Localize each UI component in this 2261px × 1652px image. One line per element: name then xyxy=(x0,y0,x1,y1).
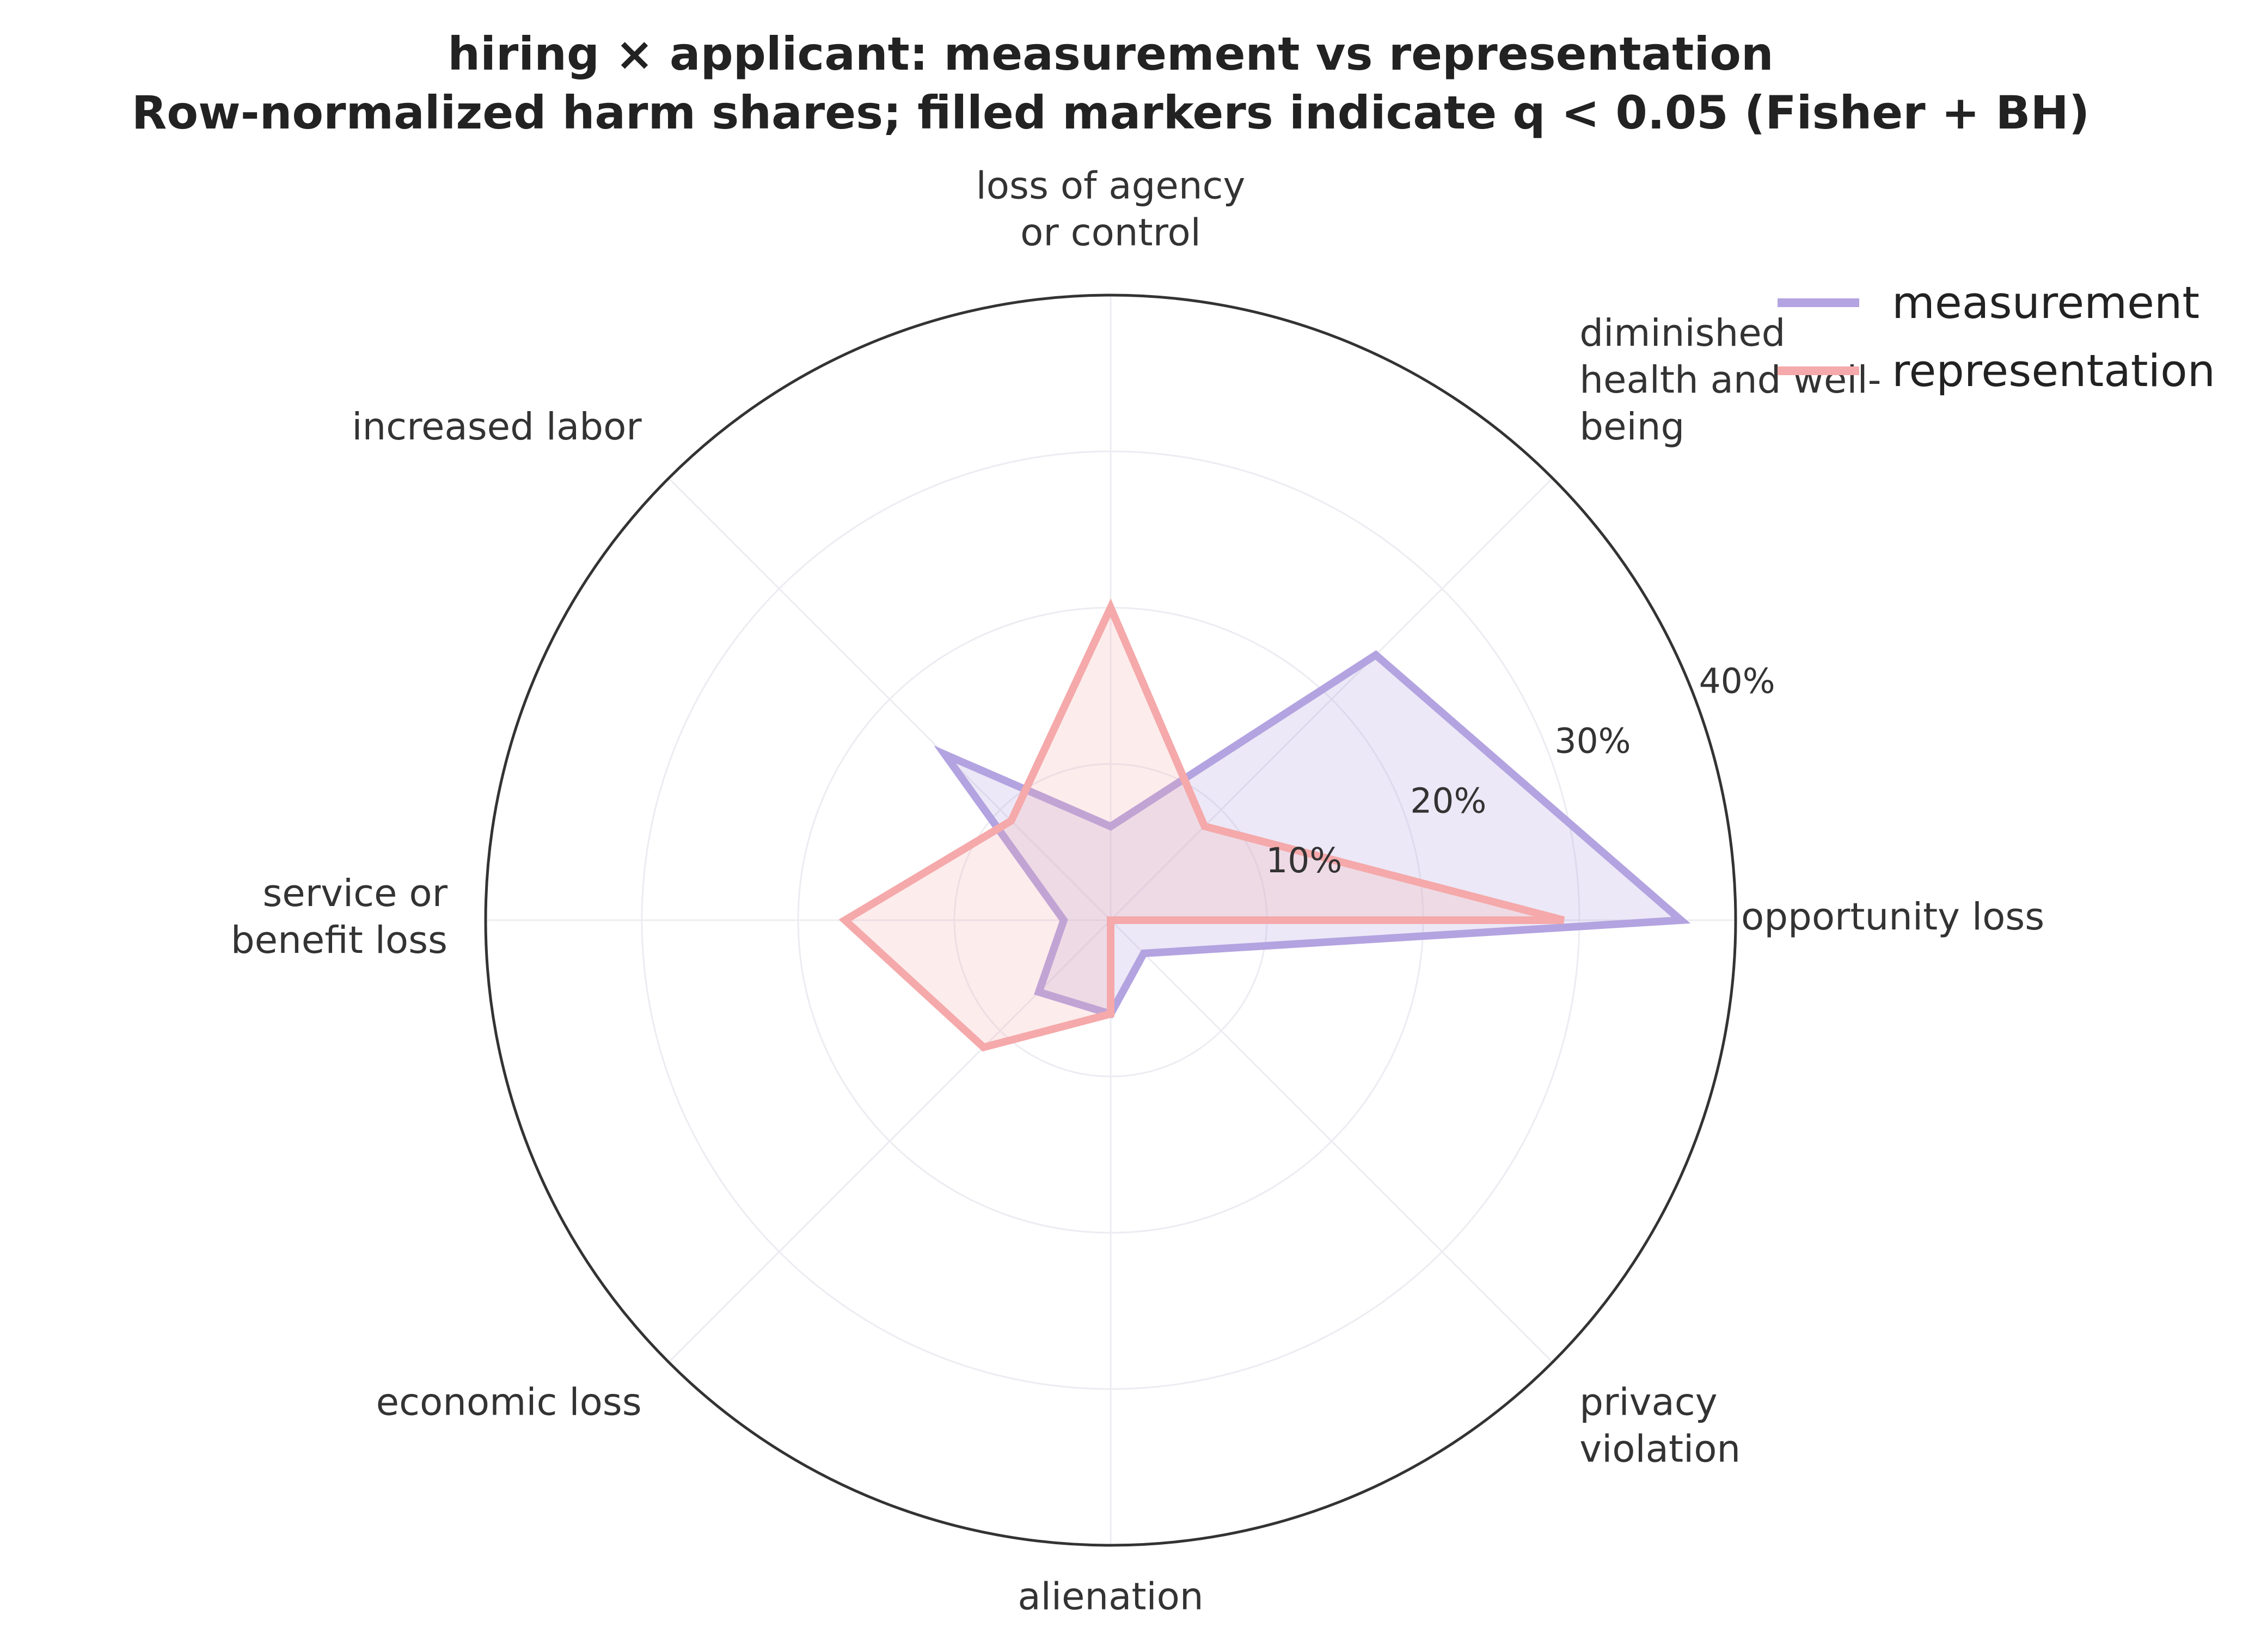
series-line-measurement xyxy=(934,650,1691,1019)
series-line-representation xyxy=(838,598,1565,1052)
category-label-diminished-health-and-well-being-line-3: being xyxy=(1579,405,1684,449)
legend-label-representation: representation xyxy=(1892,346,2215,397)
category-label-diminished-health-and-well-being-line-2: health and well- xyxy=(1579,358,1881,402)
outer-frame xyxy=(484,293,1737,1547)
r-tick-label-20: 20% xyxy=(1410,781,1486,821)
category-label-diminished-health-and-well-being-line-1: diminished xyxy=(1579,311,1785,355)
r-tick-label-30: 30% xyxy=(1555,721,1631,761)
category-label-privacy-violation-line-2: violation xyxy=(1579,1428,1741,1471)
category-label-opportunity-loss-line-1: opportunity loss xyxy=(1741,895,2044,939)
series-layer xyxy=(838,598,1691,1052)
radial-tick-labels: 10% 20% 30% 40% xyxy=(1266,662,1775,881)
category-label-economic-loss-line-1: economic loss xyxy=(376,1381,642,1424)
category-label-privacy-violation-line-1: privacy xyxy=(1579,1381,1717,1424)
spoke-privacy-violation xyxy=(1110,919,1553,1363)
spoke-increased-labor xyxy=(668,478,1112,921)
spoke-diminished-health-and-well-being xyxy=(1110,478,1553,921)
chart-subtitle: Row-normalized harm shares; filled marke… xyxy=(132,86,2090,139)
category-label-loss-of-agency-or-control-line-2: or control xyxy=(1020,211,1201,255)
series-area-measurement xyxy=(945,654,1681,1014)
r-tick-label-40: 40% xyxy=(1699,662,1775,701)
r-tick-label-10: 10% xyxy=(1266,841,1342,880)
legend-label-measurement: measurement xyxy=(1892,278,2199,329)
category-label-loss-of-agency-or-control-line-1: loss of agency xyxy=(976,164,1246,208)
category-label-increased-labor-line-1: increased labor xyxy=(352,405,642,449)
category-label-service-or-benefit-loss-line-1: service or xyxy=(262,872,448,915)
chart-title: hiring × applicant: measurement vs repre… xyxy=(448,27,1773,81)
legend: measurement representation xyxy=(1778,278,2215,397)
category-label-service-or-benefit-loss-line-2: benefit loss xyxy=(231,919,448,962)
category-label-alienation-line-1: alienation xyxy=(1018,1575,1203,1618)
